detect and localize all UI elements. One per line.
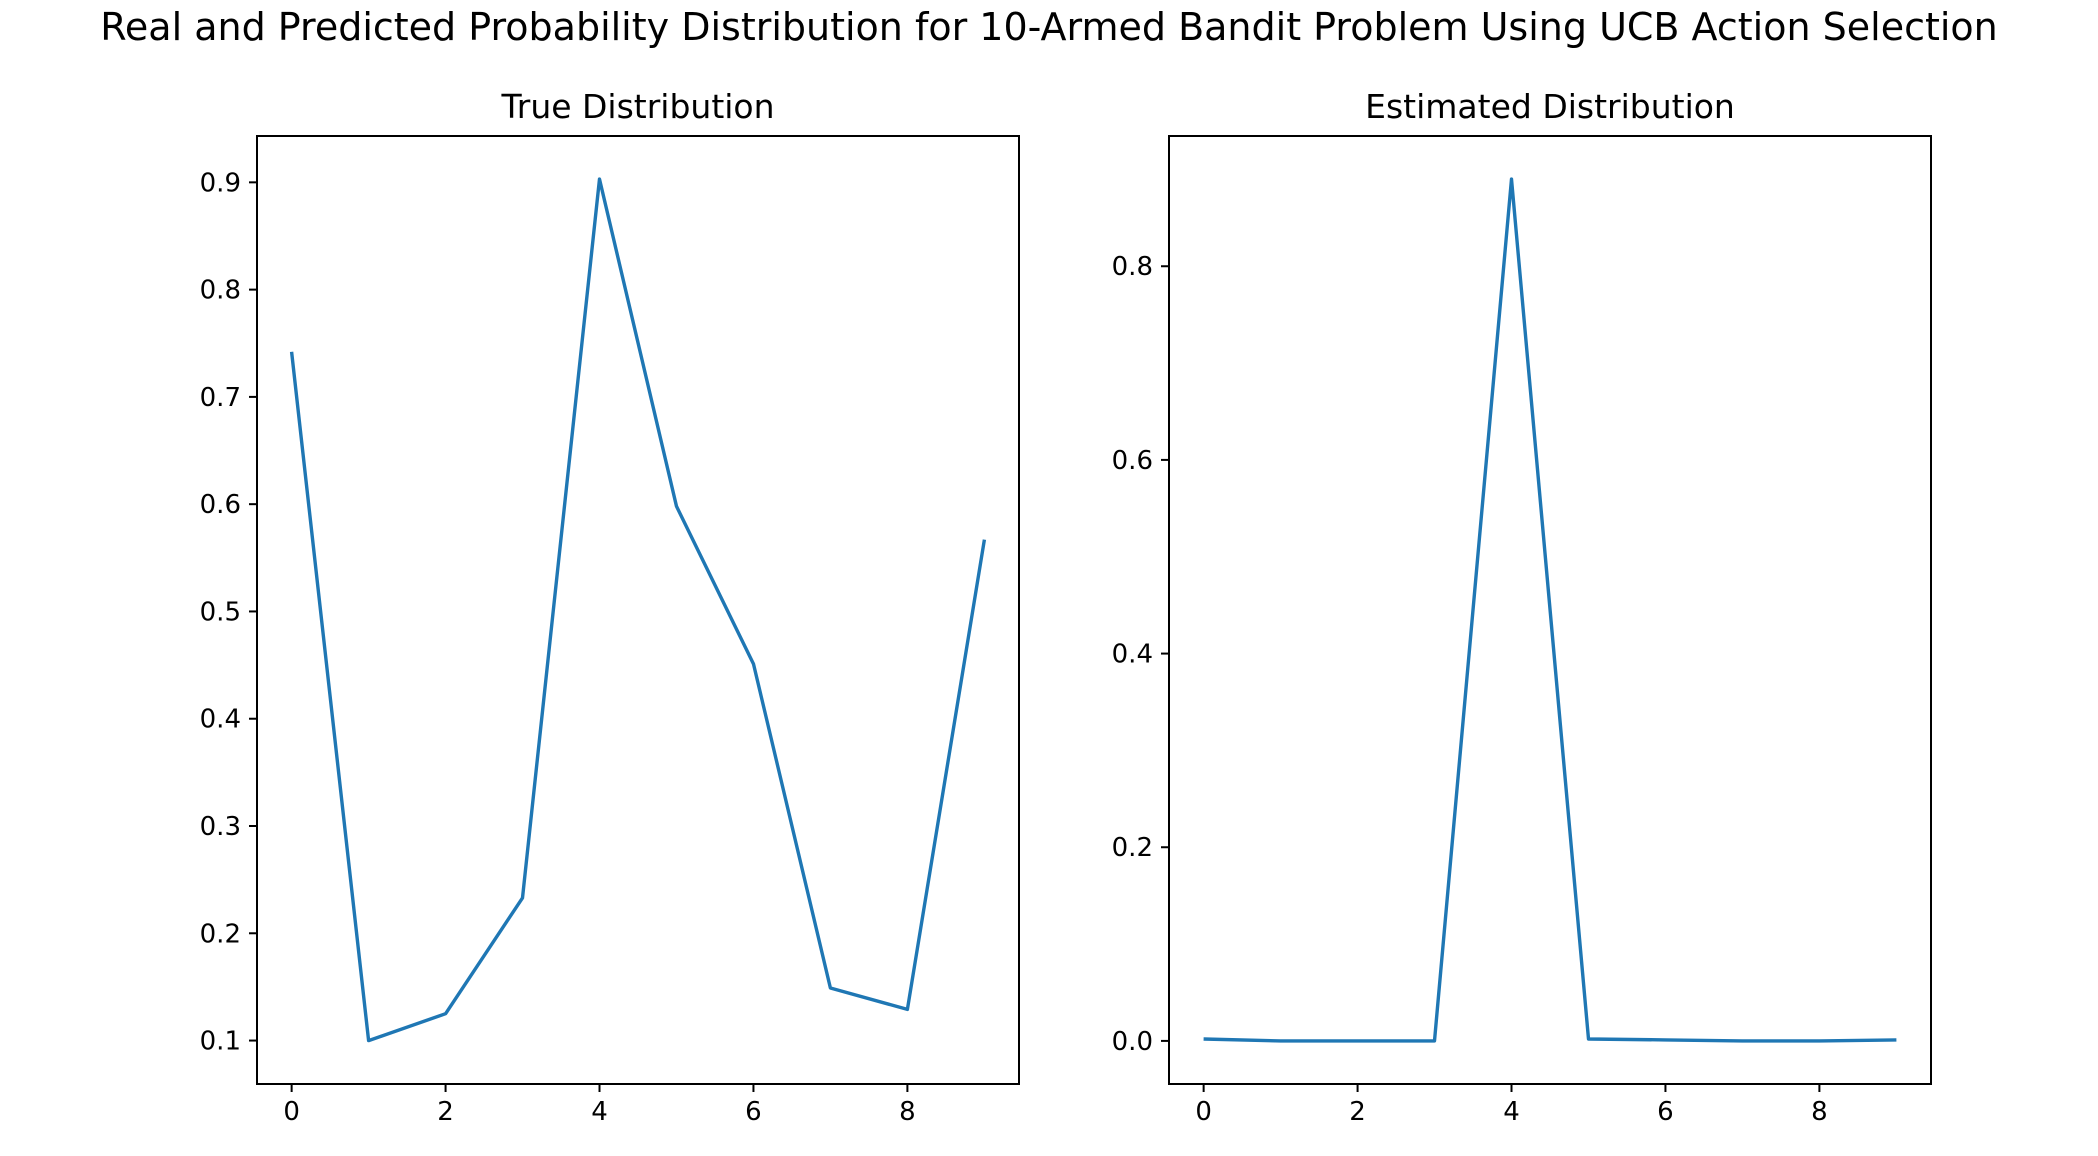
figure-title: Real and Predicted Probability Distribut… [100, 5, 1998, 49]
estimated-distribution-ticks: 0 2 4 6 8 0.0 0.2 0.4 0.6 0.8 [1112, 252, 1828, 1127]
true-distribution-ytick-label-0: 0.1 [200, 1027, 241, 1057]
true-distribution-ytick-label-4: 0.5 [200, 597, 241, 627]
true-distribution-axes-frame [256, 135, 1020, 1085]
estimated-distribution-panel: Estimated Distribution 0 2 4 6 8 0.0 0.2 0.4 0.6… [1112, 87, 1932, 1127]
true-distribution-panel: True Distribution 0 2 4 6 8 0.1 0.2 0.3 0.4 0.5 0.… [200, 87, 1020, 1127]
estimated-distribution-ytick-label-4: 0.8 [1112, 252, 1153, 282]
true-distribution-plot-area [289, 177, 987, 1043]
estimated-distribution-axes-frame [1168, 135, 1932, 1085]
true-distribution-ytick-label-7: 0.8 [200, 276, 241, 306]
true-distribution-xtick-label-4: 8 [899, 1097, 916, 1127]
true-distribution-ytick-label-3: 0.4 [200, 705, 241, 735]
estimated-distribution-xtick-label-4: 8 [1811, 1097, 1828, 1127]
estimated-distribution-xtick-label-3: 6 [1657, 1097, 1674, 1127]
estimated-distribution-title: Estimated Distribution [1365, 87, 1735, 126]
estimated-distribution-ytick-label-2: 0.4 [1112, 640, 1153, 670]
true-distribution-ytick-label-1: 0.2 [200, 919, 241, 949]
true-distribution-line [289, 177, 987, 1043]
estimated-distribution-ytick-label-1: 0.2 [1112, 833, 1153, 863]
true-distribution-ticks: 0 2 4 6 8 0.1 0.2 0.3 0.4 0.5 0.6 0.7 0.8 0.9 [200, 168, 916, 1127]
estimated-distribution-line [1203, 177, 1897, 1043]
true-distribution-ytick-label-8: 0.9 [200, 168, 241, 198]
estimated-distribution-xtick-label-2: 4 [1503, 1097, 1520, 1127]
true-distribution-ytick-label-2: 0.3 [200, 812, 241, 842]
estimated-distribution-xtick-label-0: 0 [1195, 1097, 1212, 1127]
estimated-distribution-xtick-label-1: 2 [1349, 1097, 1366, 1127]
true-distribution-xtick-label-3: 6 [745, 1097, 762, 1127]
true-distribution-xtick-label-0: 0 [283, 1097, 300, 1127]
true-distribution-ytick-label-6: 0.7 [200, 383, 241, 413]
true-distribution-xtick-label-1: 2 [437, 1097, 454, 1127]
true-distribution-title: True Distribution [500, 87, 774, 126]
true-distribution-ytick-label-5: 0.6 [200, 490, 241, 520]
true-distribution-xtick-label-2: 4 [591, 1097, 608, 1127]
estimated-distribution-ytick-label-0: 0.0 [1112, 1027, 1153, 1057]
estimated-distribution-ytick-label-3: 0.6 [1112, 446, 1153, 476]
estimated-distribution-plot-area [1203, 177, 1897, 1043]
